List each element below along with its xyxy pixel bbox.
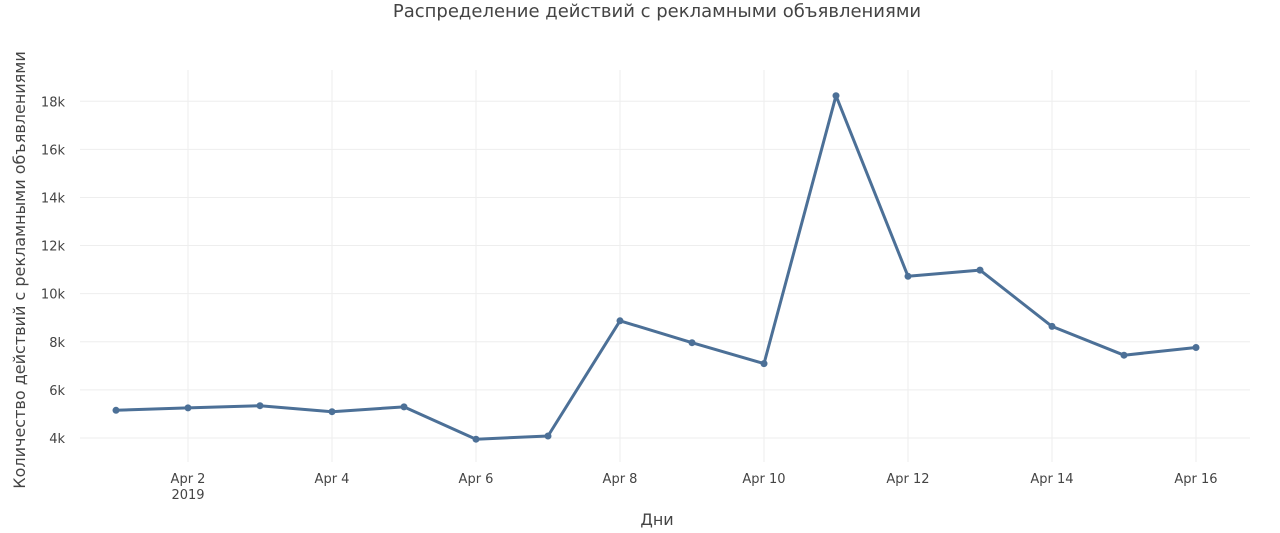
y-tick-label: 6k [49, 384, 65, 399]
y-axis-ticks: 4k 6k 8k 10k 12k 14k 16k 18k [41, 95, 66, 447]
x-tick-label: Apr 6 [459, 472, 494, 487]
data-point[interactable] [400, 403, 408, 411]
x-tick-label: Apr 2 [171, 472, 206, 487]
data-point[interactable] [256, 402, 264, 410]
series-layer [112, 92, 1200, 443]
data-point[interactable] [976, 266, 984, 274]
data-point[interactable] [616, 317, 624, 325]
y-tick-label: 18k [41, 95, 66, 110]
data-point[interactable] [1192, 344, 1200, 351]
x-tick-sublabel: 2019 [171, 488, 204, 503]
data-point[interactable] [328, 408, 336, 416]
y-tick-label: 10k [41, 288, 66, 303]
data-point[interactable] [1120, 351, 1128, 359]
data-point[interactable] [832, 92, 840, 100]
data-point[interactable] [544, 432, 552, 440]
data-point[interactable] [688, 339, 696, 347]
y-axis-title: Количество действий с рекламными объявле… [10, 51, 29, 489]
series-line [114, 94, 1198, 441]
x-tick-label: Apr 10 [742, 472, 785, 487]
x-tick-label: Apr 4 [315, 472, 350, 487]
y-tick-label: 12k [41, 240, 66, 255]
data-point[interactable] [184, 404, 192, 412]
data-point[interactable] [760, 360, 768, 368]
data-point[interactable] [112, 406, 120, 414]
x-tick-label: Apr 12 [886, 472, 929, 487]
y-tick-label: 14k [41, 191, 66, 206]
x-tick-label: Apr 8 [603, 472, 638, 487]
chart-title: Распределение действий с рекламными объя… [393, 1, 921, 22]
y-tick-label: 16k [41, 143, 66, 158]
data-point[interactable] [472, 435, 480, 443]
x-tick-label: Apr 14 [1030, 472, 1073, 487]
grid [80, 70, 1250, 462]
y-tick-label: 8k [49, 336, 65, 351]
data-point[interactable] [904, 272, 912, 280]
y-tick-label: 4k [49, 432, 65, 447]
data-point[interactable] [1048, 322, 1056, 330]
x-axis-title: Дни [640, 510, 673, 529]
x-tick-label: Apr 16 [1174, 472, 1217, 487]
